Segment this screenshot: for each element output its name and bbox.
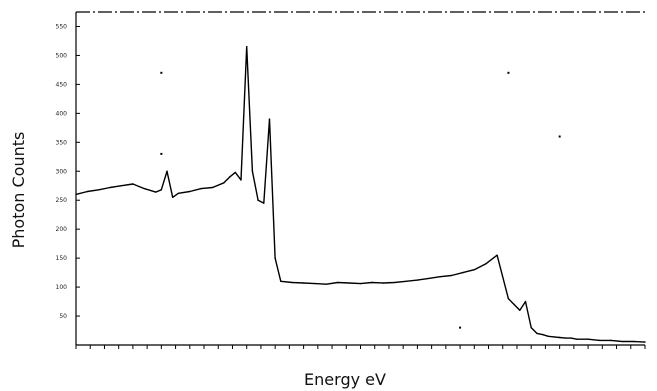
y-tick-label: 200 [56, 226, 68, 233]
data-point [371, 281, 373, 284]
data-point [257, 199, 259, 201]
data-point [240, 179, 242, 181]
stray-mark [160, 71, 163, 74]
y-tick-label: 300 [56, 168, 68, 175]
stray-mark [160, 152, 163, 155]
y-tick-label: 450 [56, 81, 68, 88]
data-point [541, 333, 544, 336]
data-point [143, 187, 145, 190]
data-point [280, 280, 282, 282]
data-point [524, 300, 527, 303]
data-point [553, 336, 555, 338]
data-point [291, 281, 293, 284]
stray-mark [459, 326, 462, 329]
data-point [484, 263, 487, 265]
data-point [598, 339, 601, 342]
y-tick-label: 150 [56, 255, 68, 262]
data-point [416, 279, 419, 281]
data-point [223, 182, 225, 184]
data-point [570, 337, 572, 339]
data-point [496, 254, 498, 256]
data-point [75, 193, 77, 196]
data-point [439, 275, 441, 278]
data-point [314, 282, 316, 285]
data-point [302, 282, 305, 284]
data-point [274, 257, 276, 259]
data-point [587, 338, 589, 340]
data-point [473, 269, 475, 271]
series-line-0 [75, 46, 646, 343]
data-point [154, 191, 157, 193]
data-point [172, 196, 174, 199]
data-point [450, 274, 453, 277]
axis-ticks: 50 100 150 200 250 300 350 400 450 500 550 [56, 23, 646, 349]
y-tick-label: 350 [56, 139, 68, 146]
data-point [513, 303, 515, 306]
data-point [132, 183, 134, 185]
y-tick-label: 550 [56, 23, 68, 30]
data-point [337, 281, 339, 284]
data-point [166, 170, 168, 172]
data-point [382, 282, 384, 284]
data-point [621, 340, 623, 343]
data-point [576, 338, 578, 340]
stray-mark [507, 71, 510, 74]
data-point [98, 189, 100, 191]
data-point [547, 335, 549, 338]
data-point [507, 297, 510, 300]
data-point [530, 326, 532, 329]
data-point [325, 283, 328, 285]
data-point [632, 340, 635, 343]
y-tick-label: 100 [56, 284, 68, 291]
data-point [263, 202, 265, 204]
data-point [251, 170, 254, 172]
data-point [405, 280, 407, 282]
y-tick-label: 250 [56, 197, 68, 204]
data-point [228, 176, 231, 178]
x-axis-title: Energy eV [304, 370, 386, 389]
data-point [200, 187, 202, 190]
data-point [564, 337, 567, 339]
stray-mark [558, 135, 561, 138]
data-point [177, 192, 180, 194]
data-point [160, 189, 163, 191]
y-tick-label: 500 [56, 52, 68, 59]
data-point [519, 309, 521, 311]
data-point [268, 118, 271, 120]
data-point [462, 271, 464, 274]
data-point [536, 332, 538, 335]
data-point [234, 171, 237, 174]
data-point [86, 190, 89, 193]
data-point [109, 186, 111, 189]
data-point [428, 277, 430, 280]
y-tick-label: 400 [56, 110, 68, 117]
data-point [246, 46, 248, 48]
plot-frame [75, 11, 645, 346]
data-point [348, 282, 350, 284]
data-point [610, 339, 612, 342]
data-point [359, 282, 362, 285]
data-point [393, 281, 396, 284]
y-axis-title: Photon Counts [9, 132, 28, 249]
data-point [211, 186, 214, 189]
data-point [189, 190, 191, 193]
data-point [120, 185, 123, 187]
data-point [558, 336, 561, 339]
y-tick-label: 50 [59, 313, 67, 320]
data-point [644, 341, 646, 343]
series-group [75, 46, 646, 343]
